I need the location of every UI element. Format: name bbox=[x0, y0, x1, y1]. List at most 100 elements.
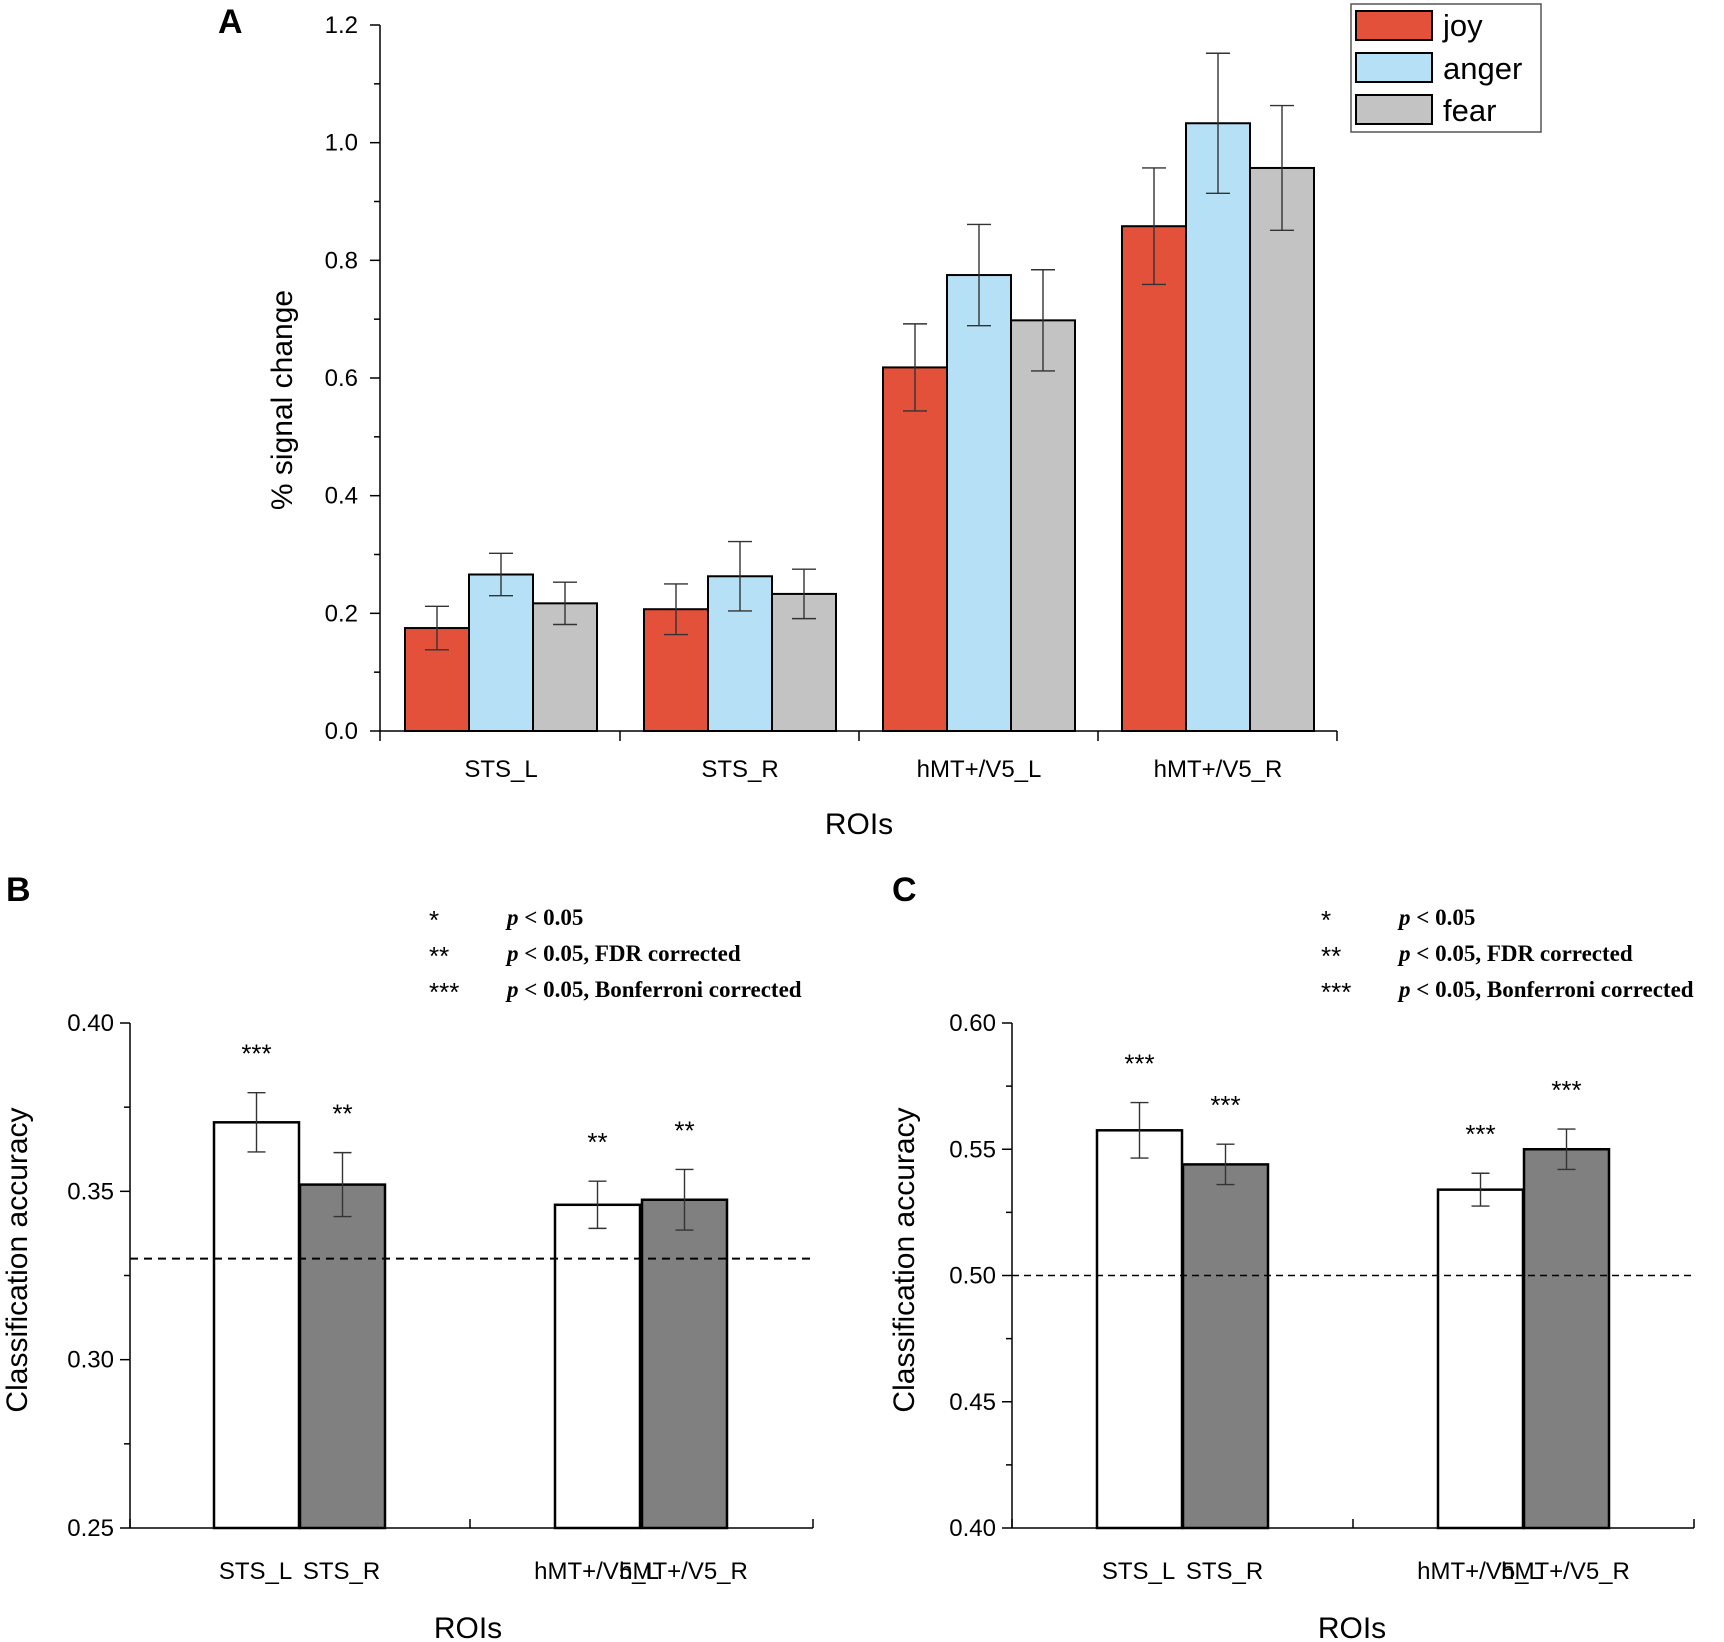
panel-c-label: C bbox=[892, 871, 917, 909]
p-threshold: < 0.05, FDR corrected bbox=[1411, 941, 1633, 966]
panel-c-error-bars bbox=[1130, 1101, 1576, 1207]
sig-legend-text-3: p < 0.05, Bonferroni corrected bbox=[1397, 977, 1694, 1002]
x-tick-label-hmt-v5-l: hMT+/V5_L bbox=[1417, 1558, 1542, 1585]
panel-a-bar-chart: A 0.0 0.2 0.4 0.6 0.8 1.0 1.2 STS_L STS_R hMT+/V… bbox=[218, 3, 1542, 841]
bar-fear-hmt-v5-l bbox=[1010, 319, 1076, 732]
significance-stars-sts-r: ** bbox=[332, 1099, 352, 1129]
x-tick-label-hmt-v5-l: hMT+/V5_L bbox=[917, 756, 1042, 783]
x-tick-label-hmt-v5-r: hMT+/V5_R bbox=[1501, 1558, 1630, 1585]
error-bar-fear-hmt-v5-l bbox=[1031, 269, 1055, 372]
bar-fear-hmt-v5-r bbox=[1249, 166, 1315, 732]
bar-anger-hmt-v5-r bbox=[1185, 122, 1251, 733]
sig-legend-stars-2: ** bbox=[1321, 941, 1341, 971]
panel-c-bar-chart: C * p < 0.05 ** p < 0.05, FDR corrected *** p… bbox=[888, 871, 1695, 1642]
error-bar-joy-sts-l bbox=[425, 605, 449, 651]
y-tick-label: 0.25 bbox=[67, 1515, 114, 1542]
x-tick-label-hmt-v5-r: hMT+/V5_R bbox=[1154, 756, 1283, 783]
significance-stars-sts-l: *** bbox=[1124, 1049, 1154, 1079]
error-bar-sts-r bbox=[1216, 1143, 1235, 1186]
bar-anger-hmt-v5-l bbox=[946, 274, 1012, 732]
bar-sts-r bbox=[298, 1183, 387, 1530]
significance-stars-hmt-v5-r: ** bbox=[674, 1115, 694, 1145]
error-bar-joy-sts-r bbox=[664, 583, 688, 636]
bar-hmt-v5-l bbox=[1436, 1188, 1525, 1530]
legend-swatch-anger bbox=[1355, 52, 1433, 83]
error-bar-fear-hmt-v5-r bbox=[1270, 104, 1294, 232]
y-tick-label: 0.40 bbox=[67, 1010, 114, 1037]
x-tick-label-sts-r: STS_R bbox=[701, 756, 778, 783]
x-tick-label-sts-l: STS_L bbox=[219, 1558, 292, 1585]
legend-swatch-joy bbox=[1355, 10, 1433, 41]
bar-sts-l bbox=[1095, 1129, 1184, 1530]
p-symbol: p bbox=[1397, 941, 1411, 966]
panel-a-x-axis-title: ROIs bbox=[825, 808, 893, 841]
p-threshold: < 0.05 bbox=[519, 905, 584, 930]
x-tick-label-hmt-v5-l: hMT+/V5_L bbox=[534, 1558, 659, 1585]
panel-b-y-axis-title: Classification accuracy bbox=[1, 1107, 34, 1412]
error-bar-hmt-v5-l bbox=[1471, 1172, 1490, 1207]
x-tick-label-hmt-v5-r: hMT+/V5_R bbox=[619, 1558, 748, 1585]
panel-c-significance-legend: * p < 0.05 ** p < 0.05, FDR corrected *** p <… bbox=[1321, 905, 1694, 1007]
significance-stars-sts-r: *** bbox=[1210, 1090, 1240, 1120]
panel-b-error-bars bbox=[247, 1091, 694, 1231]
error-bar-hmt-v5-l bbox=[588, 1180, 607, 1230]
x-tick-label-sts-r: STS_R bbox=[1186, 1558, 1263, 1585]
bar-anger-sts-l bbox=[468, 573, 534, 733]
p-threshold: < 0.05, Bonferroni corrected bbox=[1411, 977, 1694, 1002]
error-bar-fear-sts-l bbox=[553, 581, 577, 626]
sig-legend-text-2: p < 0.05, FDR corrected bbox=[505, 941, 741, 966]
panel-a-legend: joy anger fear bbox=[1350, 3, 1542, 133]
error-bar-hmt-v5-r bbox=[675, 1168, 694, 1231]
significance-stars-sts-l: *** bbox=[241, 1039, 271, 1069]
y-tick-label: 0.55 bbox=[949, 1136, 996, 1163]
error-bar-joy-hmt-v5-r bbox=[1142, 167, 1166, 286]
panel-b-significance-legend: * p < 0.05 ** p < 0.05, FDR corrected *** p <… bbox=[429, 905, 802, 1007]
y-tick-label: 0.45 bbox=[949, 1389, 996, 1416]
error-bar-fear-sts-r bbox=[792, 568, 816, 620]
y-tick-label: 0.0 bbox=[325, 718, 358, 745]
panel-b-significance-stars: ******* ** bbox=[241, 1039, 694, 1158]
panel-a-label: A bbox=[218, 3, 243, 41]
x-tick-label-sts-r: STS_R bbox=[303, 1558, 380, 1585]
panel-c-significance-stars: *** *** *** *** bbox=[1124, 1049, 1581, 1150]
panel-c-x-axis-title: ROIs bbox=[1318, 1612, 1386, 1642]
panel-b-x-axis-title: ROIs bbox=[434, 1612, 502, 1642]
p-threshold: < 0.05 bbox=[1411, 905, 1476, 930]
panel-a-y-ticks: 0.0 0.2 0.4 0.6 0.8 1.0 1.2 bbox=[325, 12, 380, 745]
bar-hmt-v5-r bbox=[640, 1198, 729, 1530]
bar-hmt-v5-l bbox=[553, 1203, 642, 1530]
panel-a-bars bbox=[404, 122, 1315, 733]
panel-c-y-axis-title: Classification accuracy bbox=[888, 1107, 921, 1412]
legend-label-anger: anger bbox=[1443, 51, 1522, 86]
bar-fear-sts-l bbox=[532, 602, 598, 732]
significance-stars-hmt-v5-l: ** bbox=[587, 1127, 607, 1157]
panel-a-error-bars bbox=[425, 52, 1294, 651]
panel-b-bars bbox=[212, 1121, 729, 1530]
sig-legend-text-1: p < 0.05 bbox=[1397, 905, 1475, 930]
y-tick-label: 0.40 bbox=[949, 1515, 996, 1542]
sig-legend-text-1: p < 0.05 bbox=[505, 905, 583, 930]
y-tick-label: 1.2 bbox=[325, 12, 358, 39]
error-bar-sts-l bbox=[247, 1091, 266, 1153]
panel-a-x-ticks: STS_L STS_R hMT+/V5_L hMT+/V5_R bbox=[379, 731, 1338, 783]
y-tick-label: 0.35 bbox=[67, 1178, 114, 1205]
error-bar-anger-sts-l bbox=[489, 552, 513, 597]
y-tick-label: 0.6 bbox=[325, 365, 358, 392]
sig-legend-stars-2: ** bbox=[429, 941, 449, 971]
panel-c-y-ticks: 0.40 0.45 0.50 0.55 0.60 bbox=[949, 1010, 1012, 1542]
error-bar-sts-r bbox=[333, 1151, 352, 1218]
legend-label-joy: joy bbox=[1442, 8, 1483, 43]
significance-stars-hmt-v5-r: *** bbox=[1551, 1075, 1581, 1105]
sig-legend-stars-1: * bbox=[1321, 905, 1331, 935]
sig-legend-stars-3: *** bbox=[429, 977, 459, 1007]
legend-label-fear: fear bbox=[1443, 93, 1496, 128]
bar-sts-r bbox=[1181, 1163, 1270, 1530]
error-bar-sts-l bbox=[1130, 1101, 1149, 1159]
panel-b-y-ticks: 0.25 0.30 0.35 0.40 bbox=[67, 1010, 130, 1542]
panel-b-label: B bbox=[6, 871, 31, 909]
x-tick-label-sts-l: STS_L bbox=[1102, 1558, 1175, 1585]
p-symbol: p bbox=[505, 941, 519, 966]
p-symbol: p bbox=[505, 977, 519, 1002]
